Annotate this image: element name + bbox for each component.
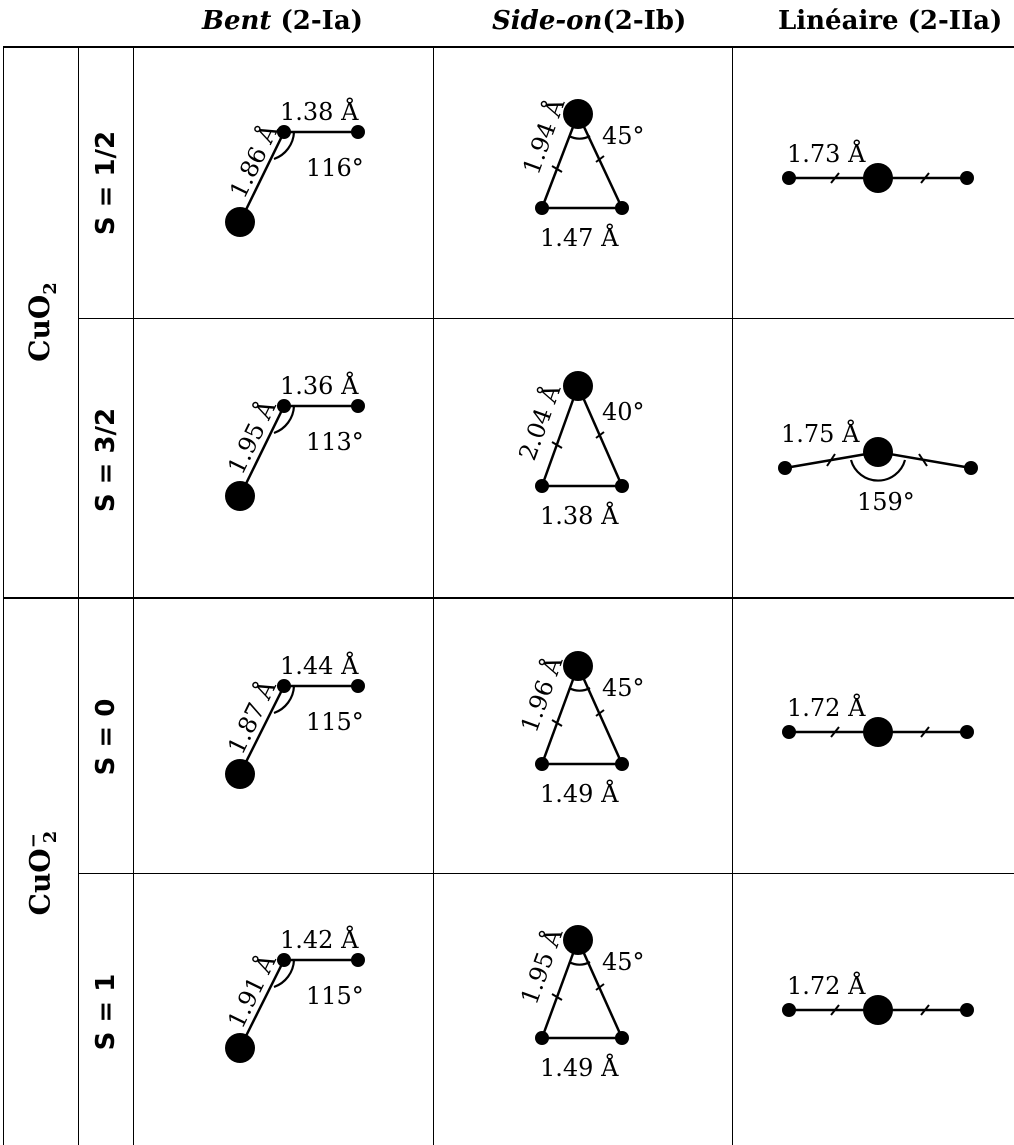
copper-atom — [863, 995, 893, 1025]
bent-angle: 115° — [306, 708, 364, 736]
copper-atom — [563, 925, 593, 955]
spin-label-row-4: S = 1 — [91, 973, 121, 1051]
oxygen-atom — [277, 679, 291, 693]
copper-atom — [863, 163, 893, 193]
sideon-structure-row-2: 2.04 Å 1.38 Å 40° — [512, 371, 645, 530]
oxygen-atom — [615, 479, 629, 493]
header-bent-rest: (2-Ia) — [271, 6, 363, 36]
copper-atom — [225, 759, 255, 789]
linear-angle: 159° — [857, 488, 915, 516]
sideon-angle: 40° — [602, 398, 645, 426]
o-o-distance: 1.49 Å — [540, 1053, 619, 1082]
spin-label-row-1: S = 1/2 — [91, 130, 121, 236]
header-sideon: Side-on(2-Ib) — [492, 6, 686, 36]
bent-angle: 113° — [306, 428, 364, 456]
oxygen-atom — [782, 1003, 796, 1017]
cu-o-distance: 1.95 Å — [221, 395, 282, 479]
sideon-angle: 45° — [602, 948, 645, 976]
copper-atom — [563, 99, 593, 129]
molecule-label-cuo2: CuO2 — [23, 282, 61, 362]
bent-angle: 116° — [306, 154, 364, 182]
linear-structure-row-1: 1.73 Å — [782, 139, 974, 193]
cu-o-distance: 1.96 Å — [514, 652, 568, 736]
copper-atom — [563, 651, 593, 681]
header-bent-italic: Bent — [202, 6, 272, 36]
spin-label-row-3: S = 0 — [91, 698, 121, 776]
o-o-distance: 1.36 Å — [280, 371, 359, 400]
copper-atom — [863, 717, 893, 747]
o-o-distance: 1.38 Å — [280, 97, 359, 126]
oxygen-atom — [277, 125, 291, 139]
oxygen-atom — [960, 171, 974, 185]
oxygen-atom — [351, 679, 365, 693]
sideon-angle: 45° — [602, 674, 645, 702]
header-sideon-italic: Side-on — [492, 6, 603, 36]
cu-o-distance: 1.72 Å — [787, 693, 866, 722]
linear-structure-row-2: 1.75 Å 159° — [778, 419, 978, 516]
oxygen-atom — [535, 479, 549, 493]
oxygen-atom — [960, 725, 974, 739]
spin-label-row-2: S = 3/2 — [91, 407, 121, 513]
oxygen-atom — [277, 399, 291, 413]
oxygen-atom — [535, 757, 549, 771]
o-o-distance: 1.47 Å — [540, 223, 619, 252]
bent-structure-row-3: 1.87 Å 1.44 Å 115° — [221, 651, 365, 789]
top-rule — [3, 46, 1014, 48]
copper-atom — [225, 481, 255, 511]
oxygen-atom — [277, 953, 291, 967]
cu-o-distance: 1.94 Å — [516, 94, 570, 178]
bent-structure-row-2: 1.95 Å 1.36 Å 113° — [221, 371, 365, 511]
cu-o-distance: 1.95 Å — [514, 924, 568, 1008]
sideon-structure-row-4: 1.95 Å 1.49 Å 45° — [514, 924, 645, 1082]
molecule-column-divider — [78, 46, 79, 1145]
sideon-angle: 45° — [602, 122, 645, 150]
oxygen-atom — [782, 725, 796, 739]
o-o-distance: 1.42 Å — [280, 925, 359, 954]
bent-structure-row-1: 1.86 Å 1.38 Å 116° — [223, 97, 365, 237]
bent-column-divider — [433, 46, 434, 1145]
copper-atom — [225, 1033, 255, 1063]
bent-structure-row-4: 1.91 Å 1.42 Å 115° — [221, 925, 365, 1063]
oxygen-atom — [782, 171, 796, 185]
oxygen-atom — [351, 953, 365, 967]
cu-o-distance: 1.73 Å — [787, 139, 866, 168]
row-divider-3 — [78, 873, 1014, 874]
row-divider-1 — [78, 318, 1014, 319]
cu-o-distance: 1.72 Å — [787, 971, 866, 1000]
cu-o-distance: 2.04 Å — [512, 380, 566, 464]
cu-o-distance: 1.75 Å — [781, 419, 860, 448]
header-sideon-rest: (2-Ib) — [602, 6, 687, 36]
oxygen-atom — [351, 399, 365, 413]
linear-structure-row-3: 1.72 Å — [782, 693, 974, 747]
oxygen-atom — [964, 461, 978, 475]
molecule-label-cuo2-anion: CuO−2 — [23, 830, 61, 916]
header-bent: Bent (2-Ia) — [202, 6, 363, 36]
oxygen-atom — [615, 757, 629, 771]
header-linear: Linéaire (2-IIa) — [778, 6, 1003, 36]
group-divider — [3, 597, 1014, 599]
sideon-structure-row-1: 1.94 Å 1.47 Å 45° — [516, 94, 645, 252]
sideon-structure-row-3: 1.96 Å 1.49 Å 45° — [514, 651, 645, 808]
o-o-distance: 1.38 Å — [540, 501, 619, 530]
o-o-distance: 1.49 Å — [540, 779, 619, 808]
oxygen-atom — [615, 201, 629, 215]
spin-column-divider — [133, 46, 134, 1145]
oxygen-atom — [535, 1031, 549, 1045]
copper-atom — [563, 371, 593, 401]
left-border — [3, 46, 4, 1145]
cu-o-distance: 1.86 Å — [223, 119, 284, 203]
o-o-distance: 1.44 Å — [280, 651, 359, 680]
oxygen-atom — [778, 461, 792, 475]
oxygen-atom — [960, 1003, 974, 1017]
cu-o-distance: 1.91 Å — [221, 949, 282, 1033]
bent-angle: 115° — [306, 982, 364, 1010]
cu-o-distance: 1.87 Å — [221, 675, 282, 759]
copper-atom — [225, 207, 255, 237]
copper-atom — [863, 437, 893, 467]
oxygen-atom — [535, 201, 549, 215]
sideon-column-divider — [732, 46, 733, 1145]
linear-structure-row-4: 1.72 Å — [782, 971, 974, 1025]
oxygen-atom — [615, 1031, 629, 1045]
oxygen-atom — [351, 125, 365, 139]
